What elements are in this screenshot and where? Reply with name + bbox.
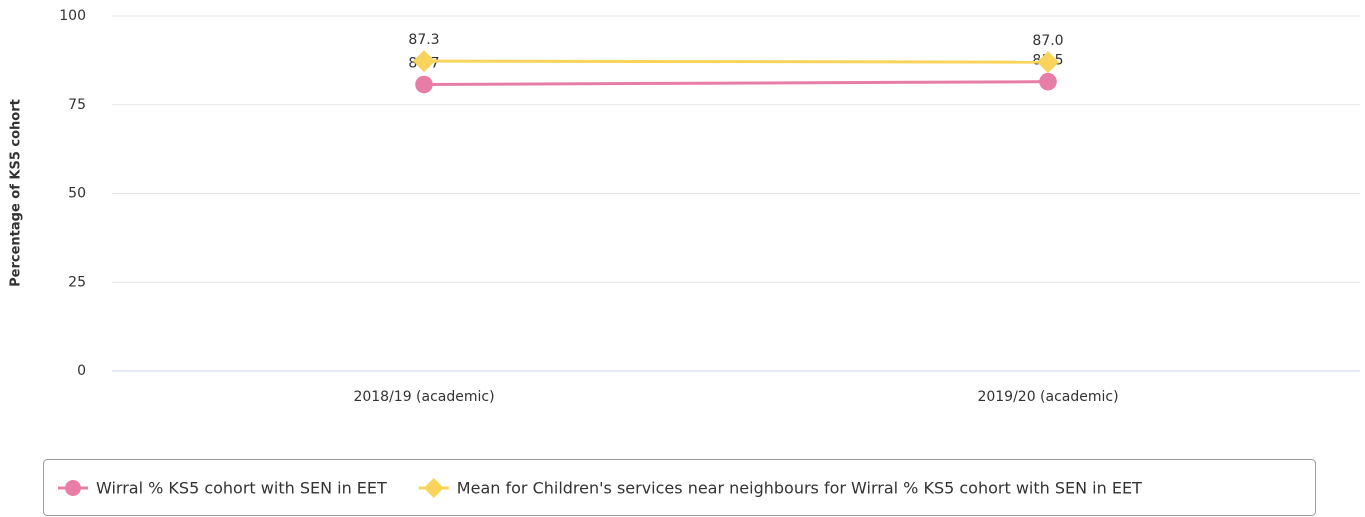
x-tick-label: 2018/19 (academic) xyxy=(353,389,494,405)
legend-label: Mean for Children's services near neighb… xyxy=(457,479,1142,498)
series-line xyxy=(423,59,1049,64)
point xyxy=(413,50,435,73)
y-tick-label: 25 xyxy=(68,274,86,290)
y-tick-label: 0 xyxy=(77,363,86,379)
legend-marker xyxy=(65,480,81,496)
legend-marker xyxy=(423,478,444,498)
data-label: 87.3 xyxy=(408,32,439,48)
y-axis-title: Percentage of KS5 cohort xyxy=(9,99,24,287)
legend-box xyxy=(43,459,1316,516)
point xyxy=(1039,72,1057,91)
point xyxy=(1037,51,1059,74)
data-label: 87.0 xyxy=(1032,33,1063,49)
x-tick-label: 2019/20 (academic) xyxy=(977,389,1118,405)
y-tick-label: 50 xyxy=(68,186,86,202)
y-tick-label: 75 xyxy=(68,97,86,113)
point xyxy=(415,75,433,94)
legend-label: Wirral % KS5 cohort with SEN in EET xyxy=(96,479,387,498)
series-line xyxy=(423,80,1049,87)
y-tick-label: 100 xyxy=(59,8,86,24)
